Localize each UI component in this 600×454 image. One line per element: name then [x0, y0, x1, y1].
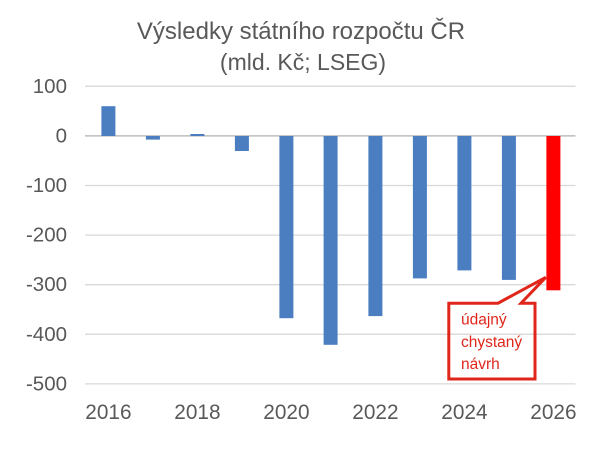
svg-text:-500: -500 — [26, 372, 67, 395]
svg-text:-300: -300 — [26, 273, 67, 296]
svg-text:návrh: návrh — [461, 356, 500, 373]
svg-text:2016: 2016 — [85, 401, 131, 424]
svg-text:(mld. Kč; LSEG): (mld. Kč; LSEG) — [220, 49, 386, 75]
svg-text:2024: 2024 — [441, 401, 487, 424]
svg-text:Výsledky státního rozpočtu ČR: Výsledky státního rozpočtu ČR — [137, 17, 465, 45]
svg-text:0: 0 — [56, 124, 67, 147]
svg-text:údajný: údajný — [461, 312, 507, 329]
svg-text:-100: -100 — [26, 174, 67, 197]
svg-text:2026: 2026 — [530, 401, 576, 424]
svg-text:-400: -400 — [26, 323, 67, 346]
svg-text:100: 100 — [33, 75, 67, 98]
svg-text:-200: -200 — [26, 224, 67, 247]
svg-text:2020: 2020 — [263, 401, 309, 424]
svg-text:chystaný: chystaný — [461, 334, 522, 351]
svg-text:2018: 2018 — [174, 401, 220, 424]
svg-text:2022: 2022 — [352, 401, 398, 424]
